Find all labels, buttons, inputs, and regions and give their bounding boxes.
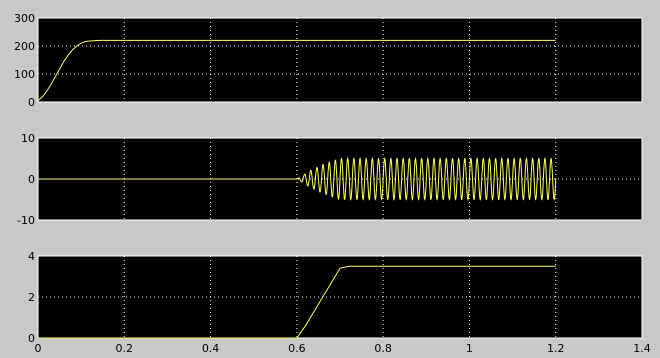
- signal-line: [38, 157, 557, 201]
- signal-line: [37, 39, 556, 101]
- speed-panel: 0 100 200 300: [14, 12, 643, 109]
- x-tick-label: 0.8: [374, 342, 392, 355]
- y-tick-label: 0: [28, 96, 35, 109]
- y-tick-label: -10: [17, 214, 35, 227]
- x-tick-label: 0.2: [116, 342, 134, 355]
- ramp-panel: 0 2 4 0 0.2 0.4 0.6 0.8 1 1.2 1.4: [28, 250, 651, 355]
- y-tick-label: 4: [28, 250, 35, 263]
- oscillation-panel: -10 0 10: [17, 132, 643, 227]
- y-tick-label: 200: [14, 40, 35, 53]
- x-tick-label: 1.4: [633, 342, 651, 355]
- y-tick-label: 100: [14, 68, 35, 81]
- x-tick-label: 1: [466, 342, 473, 355]
- y-tick-label: 10: [21, 132, 35, 145]
- y-tick-label: 0: [28, 173, 35, 186]
- x-tick-label: 0: [35, 342, 42, 355]
- x-tick-label: 0.4: [202, 342, 220, 355]
- y-tick-label: 0: [28, 332, 35, 345]
- x-tick-label: 1.2: [547, 342, 565, 355]
- x-tick-label: 0.6: [288, 342, 306, 355]
- plot-area: [37, 17, 643, 103]
- signal-line: [38, 265, 556, 339]
- y-tick-label: 300: [14, 12, 35, 25]
- y-tick-label: 2: [28, 291, 35, 304]
